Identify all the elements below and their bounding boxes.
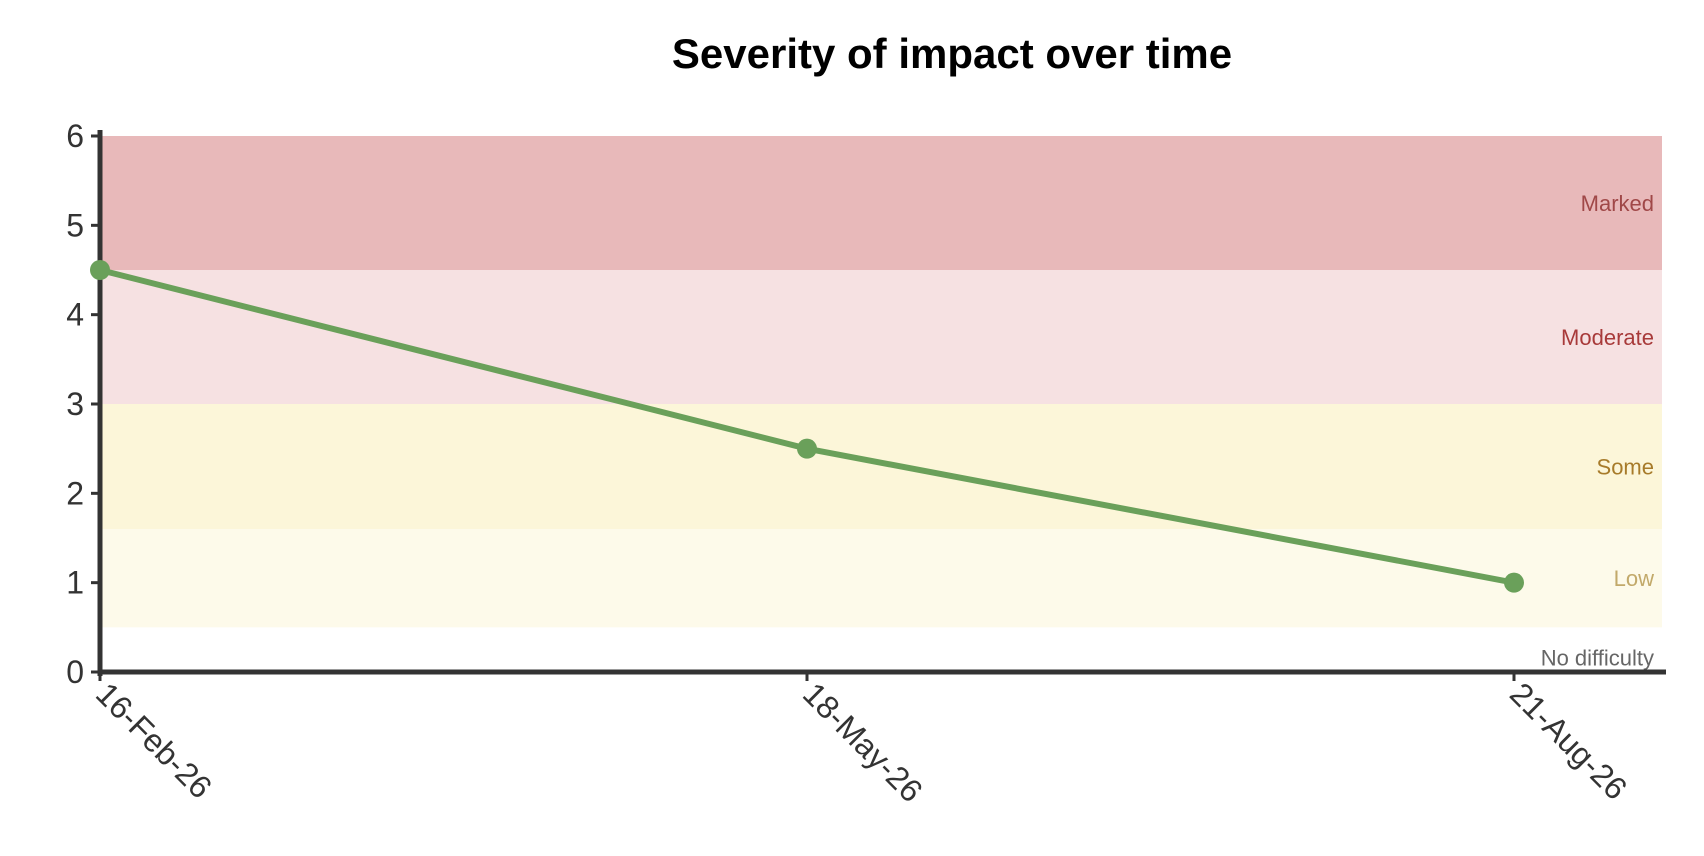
severity-band-label-4: Marked <box>1581 191 1654 216</box>
severity-band-0 <box>100 627 1662 672</box>
severity-band-label-1: Low <box>1614 566 1654 591</box>
chart-title: Severity of impact over time <box>672 30 1232 77</box>
severity-bands: No difficulty Low Some Moderate Marked <box>100 136 1662 672</box>
y-tick-label: 4 <box>66 297 84 333</box>
data-point <box>1504 572 1524 593</box>
y-tick-label: 5 <box>66 207 84 243</box>
severity-band-2 <box>100 404 1662 530</box>
y-tick-label: 6 <box>66 118 84 154</box>
severity-band-4 <box>100 136 1662 270</box>
severity-band-1 <box>100 529 1662 628</box>
x-tick-label: 21-Aug-26 <box>1503 675 1634 806</box>
severity-band-label-3: Moderate <box>1561 325 1654 350</box>
y-tick-label: 0 <box>66 654 84 690</box>
severity-band-label-0: No difficulty <box>1541 646 1654 671</box>
x-tick-label: 16-Feb-26 <box>89 675 219 805</box>
data-point <box>90 260 110 280</box>
x-tick-label: 18-May-26 <box>796 675 930 809</box>
y-tick-label: 1 <box>66 565 84 601</box>
y-tick-label: 2 <box>66 475 84 511</box>
series-layer <box>90 260 1524 593</box>
data-point <box>797 438 817 459</box>
severity-band-label-2: Some <box>1597 455 1654 480</box>
severity-band-3 <box>100 270 1662 404</box>
y-tick-label: 3 <box>66 386 84 422</box>
